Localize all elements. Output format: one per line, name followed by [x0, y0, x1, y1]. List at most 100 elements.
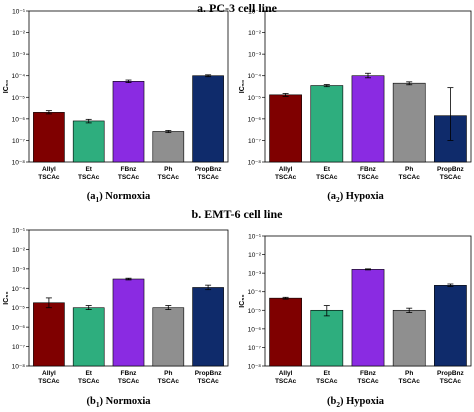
y-tick-label: 10⁻⁶ [12, 116, 26, 123]
y-tick-label: 10⁻⁴ [248, 73, 262, 80]
x-tick-label: TSCAc [399, 378, 421, 385]
caption-b2-prefix: (b [326, 396, 337, 407]
y-tick-label: 10⁻⁸ [12, 160, 26, 167]
bar [392, 82, 426, 163]
y-tick-label: 10⁻⁷ [248, 138, 262, 145]
x-tick-label: Allyl [279, 370, 293, 377]
y-axis-label: IC₅₀ [3, 291, 10, 304]
caption-b1-prefix: (b [86, 396, 96, 407]
bar [351, 269, 385, 367]
x-tick-label: TSCAc [275, 174, 297, 181]
x-tick-label: Et [324, 166, 331, 173]
y-tick-label: 10⁻¹ [12, 9, 26, 16]
x-tick-label: TSCAc [316, 378, 338, 385]
bar [72, 307, 105, 367]
caption-a1-sub: 1 [95, 195, 100, 205]
caption-a1-prefix: (a [86, 191, 96, 202]
caption-b2-sub: 2 [336, 400, 340, 410]
x-tick-label: TSCAc [38, 378, 60, 385]
y-tick-label: 10⁻⁴ [12, 286, 26, 293]
x-tick-label: TSCAc [440, 174, 462, 181]
y-tick-label: 10⁻¹ [12, 228, 26, 235]
y-tick-label: 10⁻⁵ [12, 95, 26, 102]
bar [269, 297, 302, 367]
y-tick-label: 10⁻³ [248, 52, 262, 59]
x-tick-label: TSCAc [118, 378, 140, 385]
x-tick-label: TSCAc [357, 174, 379, 181]
bar [112, 81, 145, 163]
y-tick-label: 10⁻³ [12, 52, 26, 59]
caption-b2-suffix: ) Hypoxia [339, 396, 385, 407]
y-axis-label: IC₅₀ [239, 294, 246, 307]
caption-a2-prefix: (a [327, 191, 337, 202]
x-tick-label: TSCAc [399, 174, 421, 181]
bar [310, 309, 344, 367]
x-tick-label: Et [85, 370, 92, 377]
y-tick-label: 10⁻⁶ [248, 326, 262, 333]
x-tick-label: TSCAc [158, 378, 180, 385]
y-tick-label: 10⁻⁷ [248, 345, 262, 352]
x-tick-label: PropBnz [437, 166, 464, 173]
bar [33, 112, 65, 163]
caption-a1: (a1) Normoxia [0, 191, 237, 204]
y-tick-label: 10⁻⁵ [248, 308, 262, 315]
caption-a2-sub: 2 [336, 195, 340, 205]
caption-b1: (b1) Normoxia [0, 396, 237, 409]
y-tick-label: 10⁻² [248, 30, 262, 37]
x-tick-label: FBnz [121, 370, 138, 377]
bar [152, 307, 185, 367]
x-tick-label: Ph [164, 166, 172, 173]
x-tick-label: PropBnz [195, 370, 222, 377]
x-tick-label: Ph [405, 370, 413, 377]
y-tick-label: 10⁻² [12, 247, 26, 254]
x-tick-label: Ph [164, 370, 172, 377]
x-tick-label: PropBnz [437, 370, 464, 377]
x-tick-label: TSCAc [78, 378, 100, 385]
y-tick-label: 10⁻⁸ [248, 160, 262, 167]
bar [72, 120, 105, 163]
y-tick-label: 10⁻² [248, 252, 262, 259]
y-axis-label: IC₅₀ [239, 80, 246, 93]
x-tick-label: Ph [405, 166, 413, 173]
bar [112, 278, 145, 367]
bar [152, 131, 185, 163]
y-tick-label: 10⁻⁴ [248, 289, 262, 296]
x-tick-label: TSCAc [440, 378, 462, 385]
x-tick-label: TSCAc [197, 174, 219, 181]
x-tick-label: TSCAc [158, 174, 180, 181]
y-tick-label: 10⁻⁶ [12, 325, 26, 332]
bar [351, 75, 385, 163]
caption-b1-suffix: ) Normoxia [99, 396, 151, 407]
bar [192, 75, 224, 163]
x-tick-label: TSCAc [275, 378, 297, 385]
y-tick-label: 10⁻⁵ [248, 95, 262, 102]
bar [33, 302, 65, 367]
section-b-title: b. EMT-6 cell line [191, 207, 283, 221]
x-tick-label: FBnz [121, 166, 138, 173]
x-tick-label: TSCAc [316, 174, 338, 181]
bar [392, 309, 426, 367]
y-tick-label: 10⁻⁴ [12, 73, 26, 80]
x-tick-label: TSCAc [197, 378, 219, 385]
caption-a2-suffix: ) Hypoxia [339, 191, 384, 202]
x-tick-label: PropBnz [195, 166, 222, 173]
x-tick-label: TSCAc [118, 174, 140, 181]
caption-a1-suffix: ) Normoxia [99, 191, 151, 202]
bar [192, 287, 224, 367]
y-tick-label: 10⁻⁶ [248, 116, 262, 123]
y-tick-label: 10⁻⁷ [12, 344, 26, 351]
section-a-title: a. PC-3 cell line [197, 1, 277, 15]
bar [434, 285, 467, 367]
y-tick-label: 10⁻⁷ [12, 138, 26, 145]
x-tick-label: TSCAc [357, 378, 379, 385]
x-tick-label: TSCAc [78, 174, 100, 181]
y-tick-label: 10⁻⁸ [12, 364, 26, 371]
y-tick-label: 10⁻⁸ [248, 364, 262, 371]
y-tick-label: 10⁻¹ [248, 234, 262, 241]
x-tick-label: Allyl [42, 166, 56, 173]
x-tick-label: FBnz [360, 370, 377, 377]
y-axis-label: IC₅₀ [3, 80, 10, 93]
caption-b1-sub: 1 [95, 400, 100, 410]
caption-a2: (a2) Hypoxia [237, 191, 474, 204]
